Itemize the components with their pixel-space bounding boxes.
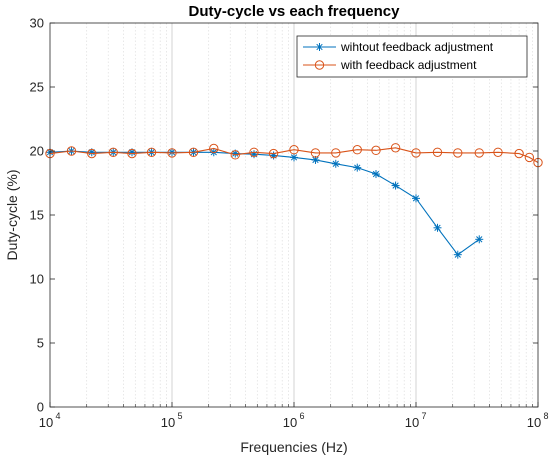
y-tick-label: 25 [30,80,44,95]
x-axis-label: Frequencies (Hz) [240,439,347,455]
data-point [391,181,400,190]
data-point [188,147,199,157]
x-tick-exponent: 6 [299,411,304,421]
data-point [311,155,320,164]
data-point [314,60,325,70]
data-point [249,150,258,159]
series-line [49,147,539,163]
data-point [268,148,279,159]
data-point [290,153,298,162]
data-point [87,148,97,159]
data-point [331,159,340,168]
data-point [475,235,484,244]
y-tick-label: 10 [30,272,44,287]
legend-label: with feedback adjustment [340,58,477,72]
x-tick-label: 10 [527,415,541,430]
data-point [230,150,240,160]
data-point [310,148,321,158]
data-point [66,146,77,156]
x-axis: 10 4 10 5 10 6 10 7 10 8 [39,402,549,430]
legend: wihtout feedback adjustment with feedback… [296,35,528,78]
y-axis-label: Duty-cycle (%) [4,169,20,260]
data-point [249,147,259,157]
x-tick-label: 10 [39,415,53,430]
grid [86,23,533,407]
data-point [432,147,443,157]
data-point [353,163,362,172]
data-point [453,148,463,158]
x-tick-exponent: 7 [421,411,426,421]
chart-title: Duty-cycle vs each frequency [189,3,401,20]
x-tick-label: 10 [283,415,297,430]
data-point [108,147,118,157]
data-point [127,148,137,159]
data-point [209,143,219,154]
y-tick-label: 20 [30,144,44,159]
x-tick-exponent: 8 [543,411,548,421]
legend-box [296,35,528,78]
x-tick-exponent: 4 [55,411,60,421]
data-point [146,147,157,157]
data-point [315,43,324,51]
x-tick-exponent: 5 [177,411,182,421]
data-point [390,143,401,153]
y-tick-label: 15 [30,208,44,223]
data-point [331,148,341,158]
y-tick-label: 0 [37,400,44,415]
series-2 [45,143,543,168]
data-point [371,145,381,156]
data-point [453,250,462,259]
data-point [168,148,176,157]
x-tick-label: 10 [161,415,175,430]
data-point [352,145,362,155]
data-point [433,223,442,232]
data-point [412,194,420,203]
data-point [524,152,535,163]
data-point [289,145,299,155]
series-layer [45,143,543,259]
data-point [371,170,380,179]
series-line [49,150,480,256]
y-axis: 0 5 10 15 20 25 30 [30,16,538,415]
data-point [514,148,524,159]
y-tick-label: 30 [30,16,44,31]
legend-label: wihtout feedback adjustment [340,40,494,54]
data-point [493,147,503,157]
x-tick-label: 10 [405,415,419,430]
data-point [474,148,484,158]
data-point [411,148,421,158]
y-tick-label: 5 [37,336,44,351]
data-point [167,148,177,158]
